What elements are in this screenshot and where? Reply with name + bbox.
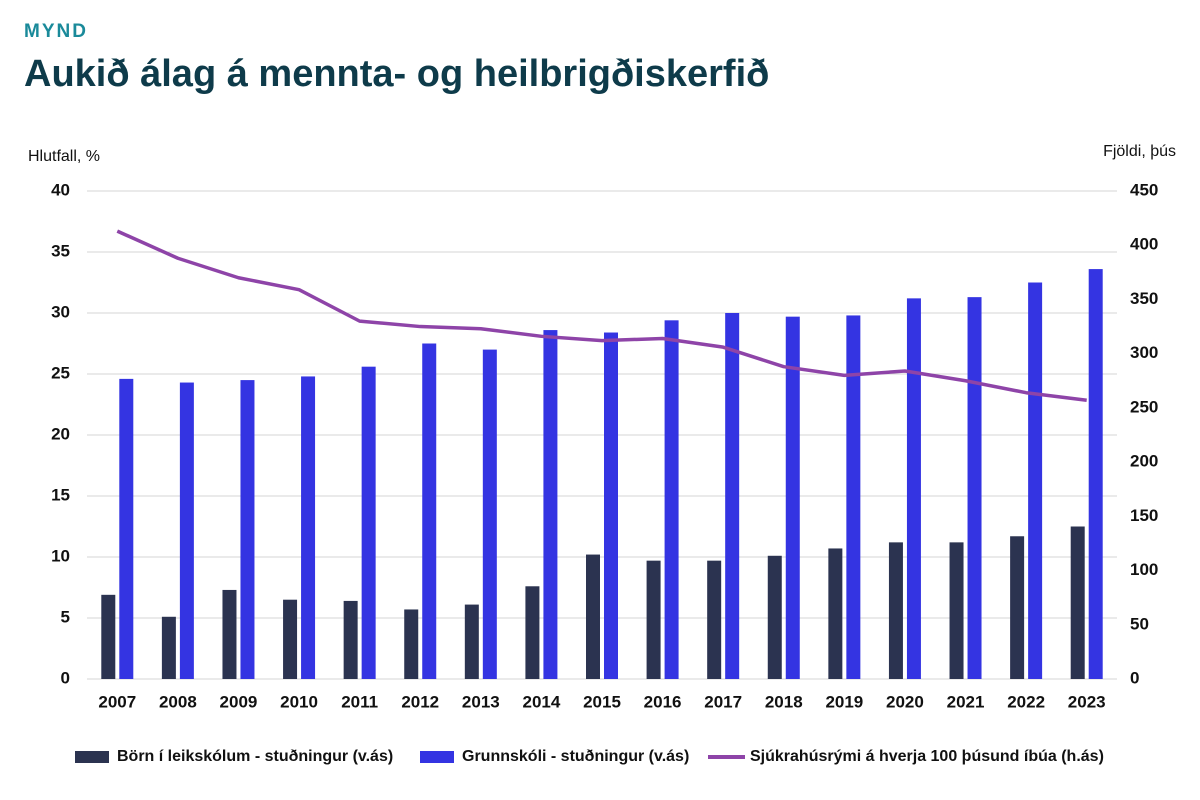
bar bbox=[240, 380, 255, 679]
bar bbox=[525, 586, 540, 679]
x-tick-label: 2017 bbox=[704, 692, 742, 711]
x-tick-label: 2021 bbox=[947, 692, 985, 711]
y-tick-label: 40 bbox=[51, 180, 70, 199]
bar bbox=[846, 315, 861, 679]
legend-swatch bbox=[420, 751, 454, 763]
bar bbox=[464, 604, 479, 679]
x-tick-label: 2014 bbox=[522, 692, 560, 711]
bar bbox=[1028, 282, 1043, 679]
bar bbox=[101, 594, 116, 679]
bar bbox=[404, 609, 419, 679]
legend-swatch bbox=[75, 751, 109, 763]
x-tick-label: 2011 bbox=[341, 692, 378, 711]
bar bbox=[604, 332, 618, 679]
y2-tick-label: 200 bbox=[1130, 452, 1158, 471]
bar bbox=[707, 560, 722, 679]
bar bbox=[119, 378, 134, 679]
x-tick-label: 2020 bbox=[886, 692, 924, 711]
legend-label: Sjúkrahúsrými á hverja 100 þúsund íbúa (… bbox=[750, 748, 1104, 765]
y2-tick-label: 100 bbox=[1130, 560, 1158, 579]
y2-axis-label: Fjöldi, þús bbox=[1103, 143, 1176, 160]
bar bbox=[785, 316, 800, 679]
bar bbox=[1010, 536, 1025, 679]
y-tick-label: 5 bbox=[61, 607, 70, 626]
bar bbox=[179, 382, 194, 679]
y-tick-label: 20 bbox=[51, 424, 70, 443]
y-tick-label: 30 bbox=[51, 302, 70, 321]
y-tick-label: 25 bbox=[51, 363, 70, 382]
y-axis-label: Hlutfall, % bbox=[28, 148, 100, 165]
chart-title: Aukið álag á mennta- og heilbrigðiskerfi… bbox=[24, 53, 769, 95]
bar bbox=[646, 560, 661, 679]
bar bbox=[1070, 526, 1085, 679]
y2-tick-label: 0 bbox=[1130, 668, 1139, 687]
bar bbox=[361, 366, 376, 679]
bar bbox=[767, 555, 782, 679]
x-tick-label: 2023 bbox=[1068, 692, 1106, 711]
bar bbox=[283, 599, 298, 679]
y2-tick-label: 450 bbox=[1130, 180, 1158, 199]
y2-tick-label: 150 bbox=[1130, 506, 1158, 525]
bar bbox=[1088, 269, 1103, 679]
x-tick-label: 2007 bbox=[98, 692, 136, 711]
bar bbox=[967, 297, 982, 679]
bar bbox=[543, 330, 558, 679]
bar bbox=[664, 320, 679, 679]
bar bbox=[422, 343, 437, 679]
bar bbox=[888, 542, 903, 679]
bar bbox=[906, 298, 921, 679]
x-tick-label: 2022 bbox=[1007, 692, 1045, 711]
x-tick-label: 2012 bbox=[401, 692, 439, 711]
x-tick-label: 2019 bbox=[825, 692, 863, 711]
bar bbox=[482, 349, 497, 679]
y-tick-label: 15 bbox=[51, 485, 70, 504]
bar bbox=[222, 589, 237, 679]
bar bbox=[725, 313, 740, 679]
y-tick-label: 0 bbox=[61, 668, 70, 687]
x-tick-label: 2013 bbox=[462, 692, 500, 711]
bar bbox=[161, 616, 176, 679]
legend-label: Grunnskóli - stuðningur (v.ás) bbox=[462, 748, 689, 765]
bar bbox=[301, 376, 316, 679]
line bbox=[116, 229, 1087, 403]
y2-tick-label: 400 bbox=[1130, 235, 1158, 254]
y-tick-label: 35 bbox=[51, 241, 70, 260]
bar bbox=[343, 600, 358, 679]
x-tick-label: 2015 bbox=[583, 692, 621, 711]
y2-tick-label: 300 bbox=[1130, 343, 1158, 362]
y2-tick-label: 250 bbox=[1130, 397, 1158, 416]
x-tick-label: 2008 bbox=[159, 692, 197, 711]
x-tick-label: 2009 bbox=[220, 692, 258, 711]
kicker: MYND bbox=[24, 21, 88, 42]
x-tick-label: 2018 bbox=[765, 692, 803, 711]
bar bbox=[586, 554, 600, 679]
y2-tick-label: 50 bbox=[1130, 614, 1149, 633]
x-tick-label: 2010 bbox=[280, 692, 318, 711]
bar bbox=[828, 548, 843, 679]
bar bbox=[949, 542, 964, 679]
y2-tick-label: 350 bbox=[1130, 289, 1158, 308]
x-tick-label: 2016 bbox=[644, 692, 682, 711]
legend-label: Börn í leikskólum - stuðningur (v.ás) bbox=[117, 748, 393, 765]
y-tick-label: 10 bbox=[51, 546, 70, 565]
